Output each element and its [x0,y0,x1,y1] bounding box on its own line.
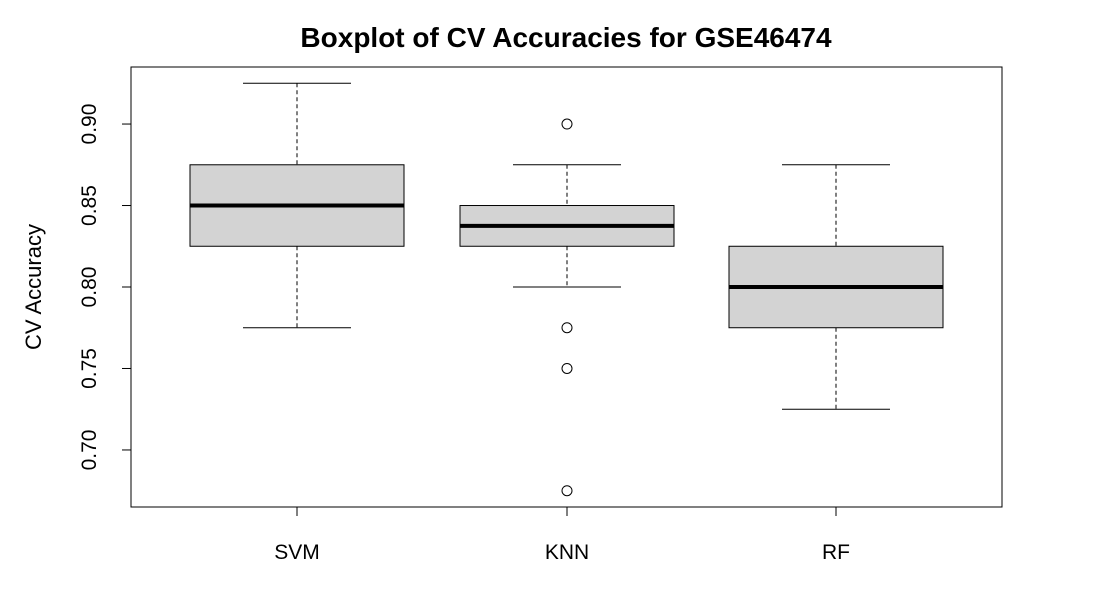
outlier-point [561,362,573,374]
y-tick-label: 0.85 [78,185,101,226]
y-axis-label: CV Accuracy [21,224,46,350]
x-tick-label: KNN [545,541,589,564]
x-tick-label: SVM [274,541,320,564]
chart-title: Boxplot of CV Accuracies for GSE46474 [300,22,832,53]
outlier-point [561,485,573,497]
y-tick-label: 0.80 [78,267,101,308]
box-svm [189,82,405,329]
outlier-point [561,322,573,334]
boxes-group [189,82,944,497]
box-knn [459,118,675,497]
y-axis: 0.70 0.75 0.80 0.85 0.90 [78,104,132,471]
x-tick-label: RF [822,541,850,564]
box-rf [728,164,944,410]
y-tick-label: 0.75 [78,348,101,389]
y-tick-label: 0.70 [78,430,101,471]
outlier-point [561,118,573,130]
y-tick-label: 0.90 [78,104,101,145]
x-axis: SVM KNN RF [274,506,850,564]
